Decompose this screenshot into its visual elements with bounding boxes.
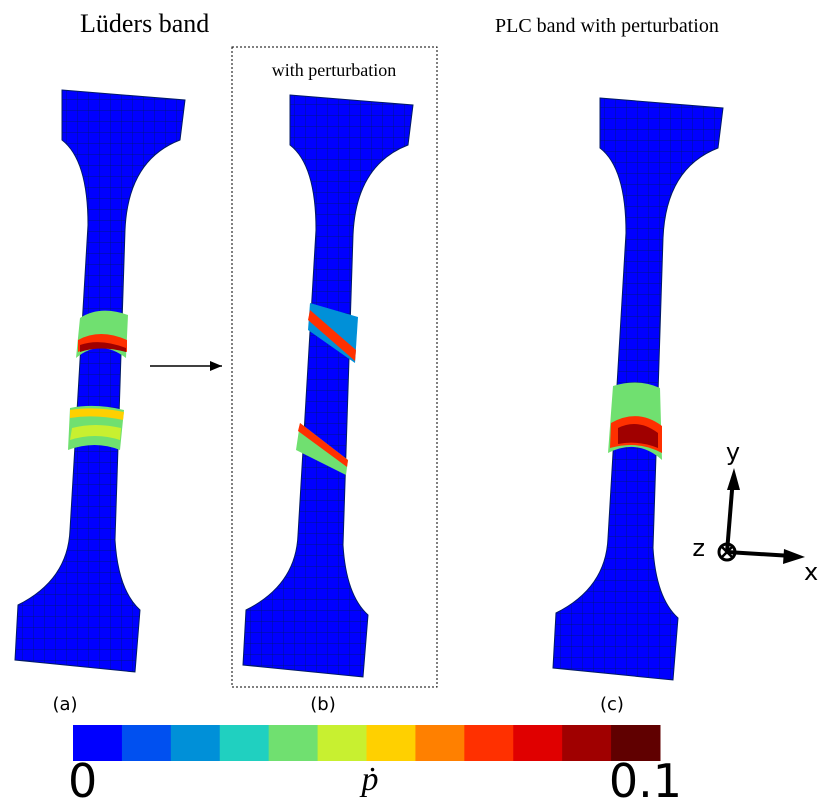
specimen-a xyxy=(14,89,186,673)
colorbar-segment xyxy=(219,725,270,761)
panel-label: (c) xyxy=(600,694,624,715)
colorbar-segment xyxy=(121,725,172,761)
colorbar-segment xyxy=(268,725,319,761)
axis-label: x xyxy=(804,558,818,586)
axis-label: z xyxy=(692,534,705,562)
colorbar-max: 0.1 xyxy=(609,754,682,805)
box-title: with perturbation xyxy=(272,60,396,80)
title-left: Lüders band xyxy=(80,9,209,38)
colorbar-segment xyxy=(464,725,514,761)
colorbar-min: 0 xyxy=(68,754,97,805)
specimen-b xyxy=(242,94,414,678)
coordinate-system xyxy=(717,477,793,562)
title-right: PLC band with perturbation xyxy=(495,15,719,37)
colorbar-segment xyxy=(611,725,661,761)
colorbar-segment xyxy=(415,725,465,761)
specimen-c xyxy=(552,97,724,681)
panel-label: (a) xyxy=(52,694,77,715)
colorbar-segment xyxy=(317,725,367,761)
arrow-head xyxy=(783,549,805,564)
colorbar-label: ṗ xyxy=(360,761,379,798)
arrow-head xyxy=(727,468,740,490)
axis-label: y xyxy=(726,438,740,466)
colorbar-segment xyxy=(513,725,563,761)
colorbar-segment xyxy=(562,725,612,761)
colorbar-segment xyxy=(366,725,416,761)
colorbar-segment xyxy=(73,725,123,761)
colorbar xyxy=(73,725,661,761)
dashed-box xyxy=(231,46,438,688)
panel-label: (b) xyxy=(310,694,335,715)
colorbar-segment xyxy=(170,725,221,761)
arrow-head xyxy=(210,361,222,371)
